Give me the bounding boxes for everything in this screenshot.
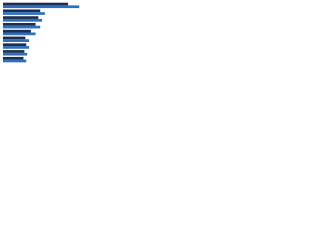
chart [3,2,80,63]
bar [3,46,30,49]
bar [3,5,80,9]
bar [3,52,28,56]
bar [3,12,45,15]
bar [3,25,41,29]
bar [3,18,43,22]
bar [3,29,31,33]
bar [3,2,69,6]
bar [3,23,36,26]
bar [3,36,26,40]
page: {"chart_data": {"type": "hbar", "categor… [0,0,100,71]
bar [3,9,41,13]
bar [3,32,36,36]
bar [3,39,30,42]
bar [3,56,24,60]
bar [3,16,39,19]
bar [3,43,27,47]
bar [3,50,25,53]
bar [3,59,27,63]
